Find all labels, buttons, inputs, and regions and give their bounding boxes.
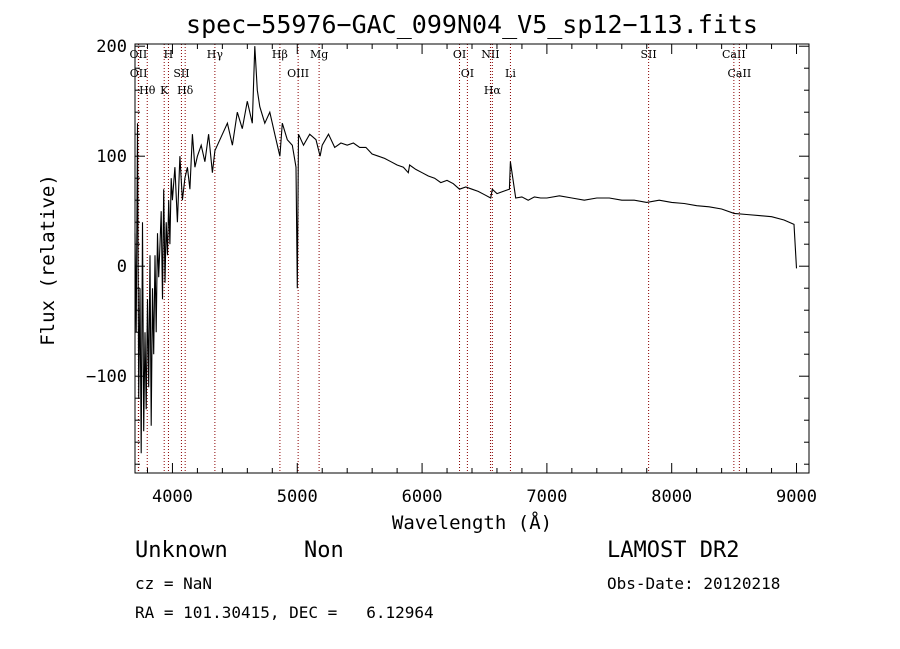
ra-dec: RA = 101.30415, DEC = 6.12964 xyxy=(135,603,434,622)
marker-label: OII xyxy=(130,67,148,80)
marker-label: SII xyxy=(640,48,656,61)
spectral-class: Unknown xyxy=(135,538,228,563)
y-tick-label: 0 xyxy=(117,257,127,277)
spectrum-line xyxy=(134,46,798,454)
marker-label: Hγ xyxy=(207,48,224,61)
cz-value: cz = NaN xyxy=(135,574,213,593)
y-axis-ticks: −100 0 100 200 xyxy=(86,37,809,465)
spectral-subclass: Non xyxy=(304,538,344,563)
x-axis-label: Wavelength (Å) xyxy=(392,511,552,534)
marker-label: H xyxy=(164,48,174,61)
x-tick-label: 7000 xyxy=(526,487,567,507)
x-axis-ticks: 4000 5000 6000 7000 8000 9000 xyxy=(146,44,817,507)
marker-label: OI xyxy=(461,67,474,80)
y-tick-label: −100 xyxy=(86,367,127,387)
marker-label: OI xyxy=(453,48,466,61)
marker-label: CaII xyxy=(722,48,746,61)
marker-label: NII xyxy=(481,48,499,61)
marker-label: OIII xyxy=(287,67,309,80)
marker-label: Mg xyxy=(310,48,328,61)
obs-date: Obs-Date: 20120218 xyxy=(607,574,781,593)
marker-label: Li xyxy=(505,67,516,80)
marker-label: OII xyxy=(130,48,148,61)
marker-label: Hδ xyxy=(177,84,194,97)
x-tick-label: 9000 xyxy=(776,487,817,507)
x-tick-label: 5000 xyxy=(277,487,318,507)
plot-frame xyxy=(134,43,810,474)
marker-label: Hα xyxy=(484,84,502,97)
y-tick-label: 100 xyxy=(96,147,127,167)
x-tick-label: 6000 xyxy=(402,487,443,507)
chart-title: spec−55976−GAC_099N04_V5_sp12−113.fits xyxy=(186,10,758,39)
y-axis-label: Flux (relative) xyxy=(37,174,59,346)
marker-label: Hβ xyxy=(272,48,288,61)
y-tick-label: 200 xyxy=(96,37,127,57)
marker-label: K xyxy=(160,84,169,97)
marker-label: CaII xyxy=(728,67,752,80)
survey-name: LAMOST DR2 xyxy=(607,538,740,563)
marker-label: Hθ xyxy=(139,84,156,97)
spectrum-chart: spec−55976−GAC_099N04_V5_sp12−113.fits O… xyxy=(37,10,817,534)
marker-label: SII xyxy=(173,67,189,80)
x-tick-label: 8000 xyxy=(651,487,692,507)
x-tick-label: 4000 xyxy=(152,487,193,507)
